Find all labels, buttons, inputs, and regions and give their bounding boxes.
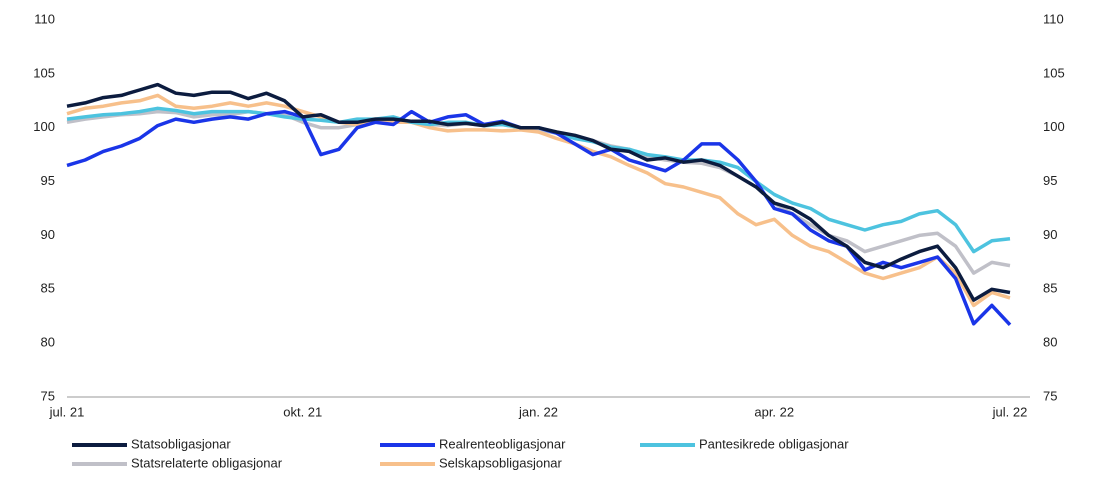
y2-tick-label: 80 (1043, 335, 1057, 350)
y-tick-label: 95 (41, 173, 55, 188)
legend-label: Statsrelaterte obligasjonar (131, 455, 283, 470)
series-line (66, 109, 1011, 275)
y2-tick-label: 90 (1043, 227, 1057, 242)
x-tick-label: jul. 22 (992, 404, 1028, 419)
y-tick-label: 105 (33, 65, 55, 80)
y-tick-label: 80 (41, 335, 55, 350)
x-tick-label: okt. 21 (283, 404, 322, 419)
legend-label: Statsobligasjonar (131, 436, 231, 451)
legend-label: Pantesikrede obligasjonar (699, 436, 849, 451)
legend-label: Realrenteobligasjonar (439, 436, 566, 451)
y-tick-label: 75 (41, 388, 55, 403)
series-line (66, 82, 1011, 302)
y-tick-label: 100 (33, 119, 55, 134)
y-tick-label: 110 (34, 11, 55, 26)
series-line (66, 109, 1012, 326)
x-tick-label: jul. 21 (49, 404, 85, 419)
series-line (66, 93, 1011, 308)
y2-tick-label: 100 (1043, 119, 1065, 134)
y2-tick-label: 75 (1043, 388, 1057, 403)
y2-tick-label: 110 (1043, 11, 1064, 26)
x-tick-label: jan. 22 (518, 404, 558, 419)
legend-label: Selskapsobligasjonar (439, 455, 563, 470)
x-tick-label: apr. 22 (754, 404, 794, 419)
y2-tick-label: 105 (1043, 65, 1065, 80)
y-tick-label: 85 (41, 281, 55, 296)
y2-tick-label: 95 (1043, 173, 1057, 188)
y2-tick-label: 85 (1043, 281, 1057, 296)
y-tick-label: 90 (41, 227, 55, 242)
